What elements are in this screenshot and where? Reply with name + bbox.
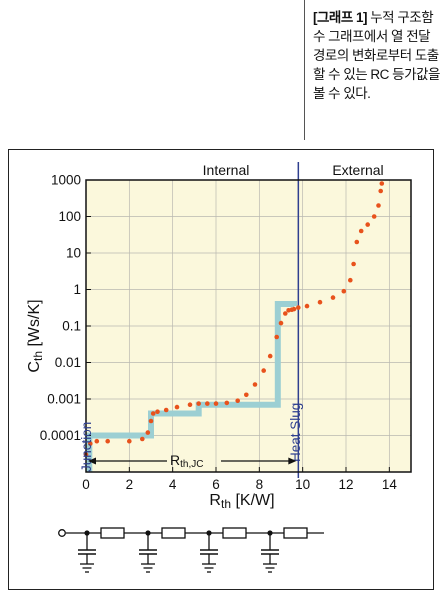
x-tick-label: 0 [82,477,90,492]
y-tick-label: 0.001 [47,392,81,407]
structure-function-curve [83,181,385,457]
curve-point [105,438,110,444]
heat-slug-label: Heat Slug [288,403,303,462]
curve-point [354,239,360,245]
curve-point [274,334,280,340]
caption-divider-line [304,0,305,140]
curve-point [187,402,193,407]
x-tick-label: 2 [126,477,134,492]
curve-point [205,401,210,406]
curve-point [296,305,301,310]
y-axis-label: Cth [Ws/K] [26,299,45,372]
curve-point [235,398,240,403]
figure-caption: [그래프 1] 누적 구조함수 그래프에서 열 전달 경로의 변화로부터 도출할… [313,8,441,103]
y-tick-label: 0.1 [62,319,81,334]
curve-point [261,368,266,373]
curve-point [267,353,273,359]
resistor [161,527,186,539]
x-axis-label: Rth [K/W] [209,492,274,511]
curve-point [330,295,336,300]
caption-text: 누적 구조함수 그래프에서 열 전달 경로의 변화로부터 도출할 수 있는 RC… [313,10,440,101]
resistor [283,527,308,539]
rth-jc-label: Rth,JC [170,452,203,470]
figure-frame: 0 2 4 6 8 10 12 14 1000 100 10 1 0.1 0.01 0.001 0.0001 I… [8,149,434,590]
rth-arrow-left-head [88,457,96,465]
curve-point [341,288,347,294]
curve-point [244,392,249,398]
x-tick-label: 12 [338,477,353,492]
rth-arrow-right-head [288,457,297,465]
rc-ladder-schematic [58,527,324,573]
curve-point [213,401,219,406]
curve-point [283,311,288,316]
y-tick-label: 100 [58,209,81,224]
curve-point [365,222,371,227]
curve-point [348,277,353,283]
caption-tag: [그래프 1] [313,10,368,25]
junction-label: Junction [79,422,94,472]
curve-point [379,181,385,186]
curve-point [94,438,100,444]
y-tick-label: 0.01 [55,355,81,370]
curve-point [378,188,384,194]
resistor [100,527,125,539]
curve-point [88,441,93,446]
curve-point [127,438,132,444]
x-tick-label: 14 [382,477,398,492]
curve-point [163,407,169,413]
curve-point [145,430,151,435]
x-tick-label: 4 [169,477,177,492]
resistor [222,527,247,539]
curve-point [304,303,310,309]
curve-point [317,299,323,305]
x-tick-label: 6 [212,477,220,492]
internal-region-label: Internal [203,162,250,178]
y-tick-label: 0.0001 [40,428,81,443]
y-tick-label: 10 [66,246,81,261]
y-tick-label: 1000 [51,173,81,188]
curve-point [140,436,145,442]
curve-point [150,411,156,416]
curve-point [252,382,258,387]
curve-point [278,320,284,326]
structure-function-chart: 0 2 4 6 8 10 12 14 1000 100 10 1 0.1 0.01 0.001 0.0001 I… [26,162,412,573]
curve-point [376,203,381,208]
curve-point [291,306,297,312]
x-tick-label: 10 [295,477,310,492]
curve-point [174,404,180,410]
curve-point [358,228,364,234]
curve-point [196,401,201,406]
external-region-label: External [332,162,383,178]
curve-point [155,409,160,415]
curve-point [371,214,377,219]
curve-point [148,418,154,424]
curve-point [351,261,356,267]
x-tick-label: 8 [256,477,264,492]
step-approximation-line [86,301,297,472]
input-terminal [58,529,66,537]
y-tick-label: 1 [73,282,81,297]
curve-point [224,400,230,406]
